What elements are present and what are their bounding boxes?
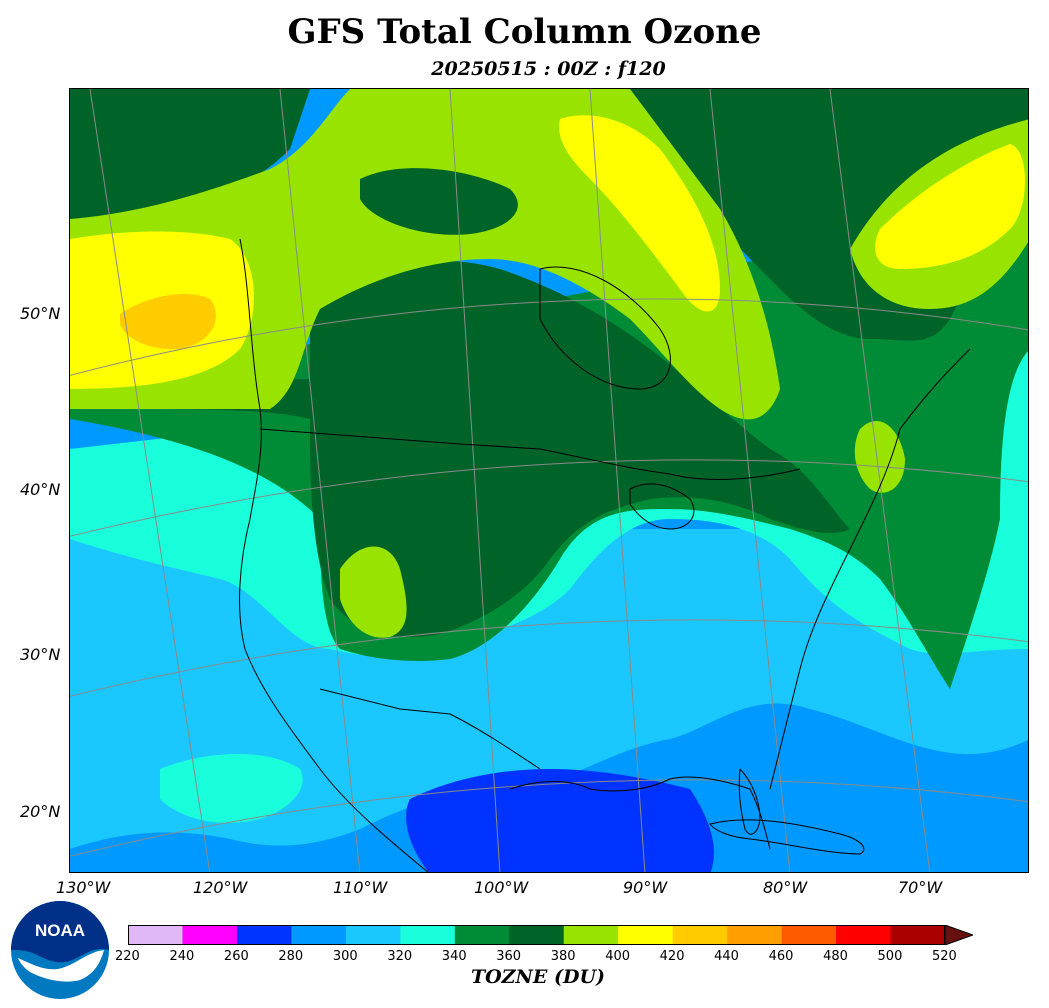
cuba [709, 819, 865, 855]
colorbar-swatch-300 [345, 925, 401, 945]
meridian-100w [449, 89, 501, 872]
colorbar-label: TOZNE (DU) [470, 966, 606, 988]
meridian-70w [829, 89, 931, 872]
colorbar-swatches [128, 925, 946, 945]
coastlines [239, 238, 971, 872]
meridian-90w [589, 89, 646, 872]
us-canada-border [259, 428, 801, 480]
meridian-80w [709, 89, 791, 872]
colorbar-tick-400: 400 [605, 949, 631, 964]
colorbar-swatch-460 [781, 925, 837, 945]
gulf-coast [509, 776, 771, 850]
colorbar-tick-460: 460 [768, 949, 794, 964]
parallel-40n [70, 459, 1028, 537]
colorbar-swatch-440 [727, 925, 783, 945]
lat-label-50n: 50°N [20, 304, 61, 323]
colorbar-swatch-240 [182, 925, 238, 945]
noaa-logo-text: NOAA [35, 921, 85, 940]
lat-label-20n: 20°N [20, 802, 61, 821]
meridian-110w [279, 89, 361, 872]
colorbar-swatch-280 [291, 925, 347, 945]
colorbar-tick-380: 380 [550, 949, 576, 964]
lon-label-130w: 130°W [56, 878, 111, 897]
colorbar-tick-360: 360 [496, 949, 522, 964]
parallel-30n [70, 619, 1028, 697]
east-coast [769, 348, 971, 790]
colorbar-tick-280: 280 [278, 949, 304, 964]
colorbar-swatch-260 [236, 925, 292, 945]
chart-title: GFS Total Column Ozone [287, 12, 762, 52]
band-400-420-hudson [559, 115, 720, 312]
colorbar-tick-480: 480 [823, 949, 848, 964]
graticule [70, 89, 1028, 872]
colorbar-tick-260: 260 [223, 949, 249, 964]
great-lakes [629, 483, 695, 530]
band-360-380-hudson [360, 168, 518, 235]
colorbar-tick-320: 320 [387, 949, 413, 964]
band-420-440-pacific [120, 294, 216, 350]
band-360-380-northwest [70, 89, 310, 219]
colorbar-tick-300: 300 [332, 949, 358, 964]
colorbar-swatch-420 [672, 925, 728, 945]
colorbar-swatch-480 [836, 925, 892, 945]
lon-label-110w: 110°W [333, 878, 388, 897]
colorbar-tick-220: 220 [115, 949, 140, 964]
colorbar [128, 925, 973, 945]
meridian-120w [89, 89, 211, 872]
colorbar-swatch-220 [128, 925, 183, 945]
colorbar-swatch-320 [400, 925, 456, 945]
colorbar-swatch-500 [890, 925, 946, 945]
colorbar-extend-arrow [944, 925, 973, 945]
ozone-map-svg [70, 89, 1028, 872]
colorbar-tick-340: 340 [441, 949, 467, 964]
lon-label-80w: 80°W [763, 878, 808, 897]
lat-label-30n: 30°N [20, 645, 61, 664]
colorbar-swatch-340 [454, 925, 510, 945]
colorbar-tick-240: 240 [169, 949, 195, 964]
us-mexico-border [319, 688, 541, 770]
lon-label-70w: 70°W [898, 878, 943, 897]
lat-label-40n: 40°N [20, 480, 61, 499]
band-360-380-central [70, 260, 850, 638]
band-400-420-atlantic [875, 144, 1025, 269]
parallel-50n [70, 298, 1028, 376]
noaa-logo: NOAA [11, 901, 109, 999]
colorbar-tick-440: 440 [714, 949, 739, 964]
band-380-400-west-high [340, 546, 407, 638]
band-380-400-east-spot [854, 420, 905, 493]
west-coast [239, 238, 429, 872]
lon-label-100w: 100°W [474, 878, 529, 897]
colorbar-swatch-400 [618, 925, 674, 945]
colorbar-swatch-360 [509, 925, 565, 945]
band-320-340-west-patch [160, 754, 303, 823]
florida [738, 768, 761, 835]
lon-label-120w: 120°W [193, 878, 248, 897]
lon-label-90w: 90°W [623, 878, 668, 897]
hudson-bay [539, 266, 671, 390]
colorbar-swatch-380 [563, 925, 619, 945]
colorbar-tick-420: 420 [659, 949, 685, 964]
colorbar-tick-520: 520 [932, 949, 957, 964]
parallel-20n [70, 779, 1028, 857]
ozone-map [69, 88, 1029, 873]
band-260-280-gulf [406, 769, 714, 872]
colorbar-tick-500: 500 [877, 949, 903, 964]
chart-subtitle: 20250515 : 00Z : f120 [431, 58, 666, 80]
